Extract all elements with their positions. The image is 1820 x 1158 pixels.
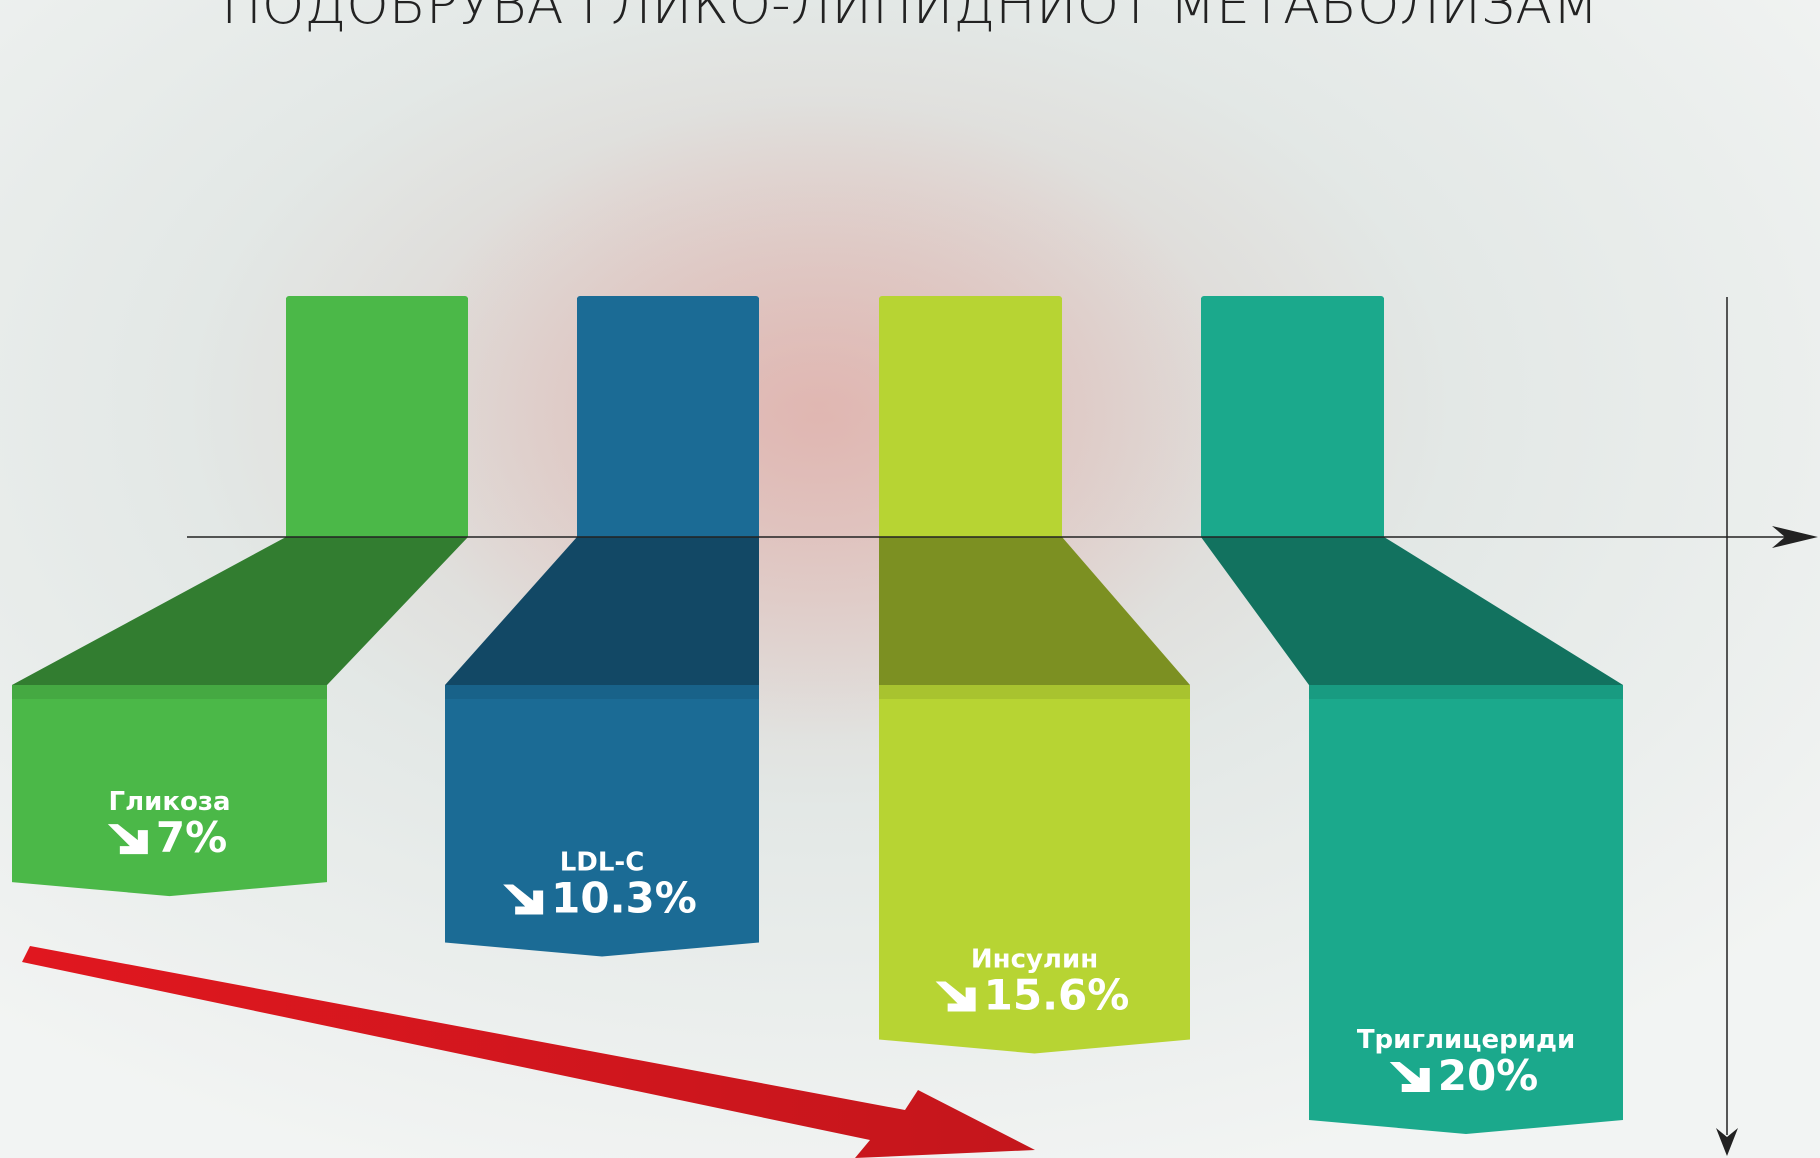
- bar-value: 20%: [1438, 1051, 1539, 1100]
- bar-value: 7%: [156, 813, 227, 862]
- bar-fold-shadow: [879, 685, 1190, 699]
- bar-value: 10.3%: [551, 873, 697, 922]
- chart-title: ПОДОБРУВА ГЛИКО-ЛИПИДНИОТ МЕТАБОЛИЗАМ: [221, 0, 1598, 36]
- bar-value: 15.6%: [984, 970, 1130, 1019]
- bar-cap: [1201, 296, 1384, 302]
- bar-fold-shadow: [12, 685, 327, 699]
- bar-fold-shadow: [1309, 685, 1623, 699]
- bar-cap: [286, 296, 468, 302]
- bar-fold-shadow: [445, 685, 759, 699]
- bar-cap: [879, 296, 1062, 302]
- chart: ПОДОБРУВА ГЛИКО-ЛИПИДНИОТ МЕТАБОЛИЗАМ Гл…: [0, 0, 1820, 1158]
- bar-cap: [577, 296, 759, 302]
- page: {"chart_data": {"type": "bar", "title": …: [0, 0, 1820, 1158]
